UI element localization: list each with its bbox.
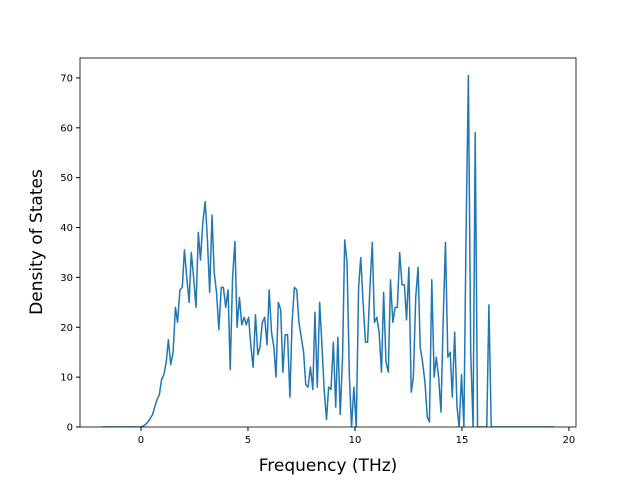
x-tick-label: 5	[245, 435, 251, 446]
y-tick-label: 30	[60, 273, 73, 284]
y-axis-label: Density of States	[27, 169, 47, 315]
line	[102, 74, 554, 427]
y-tick-label: 70	[60, 73, 73, 84]
x-tick-label: 0	[138, 435, 144, 446]
y-tick-label: 20	[60, 323, 73, 334]
x-tick-label: 10	[349, 435, 362, 446]
y-tick-label: 60	[60, 123, 73, 134]
y-tick-label: 10	[60, 373, 73, 384]
y-tick-label: 50	[60, 173, 73, 184]
plot-frame	[79, 57, 577, 428]
x-axis-label: Frequency (THz)	[259, 456, 398, 476]
y-tick-label: 0	[67, 423, 73, 434]
y-tick-label: 40	[60, 223, 73, 234]
x-tick-label: 15	[456, 435, 469, 446]
x-tick-label: 20	[563, 435, 576, 446]
